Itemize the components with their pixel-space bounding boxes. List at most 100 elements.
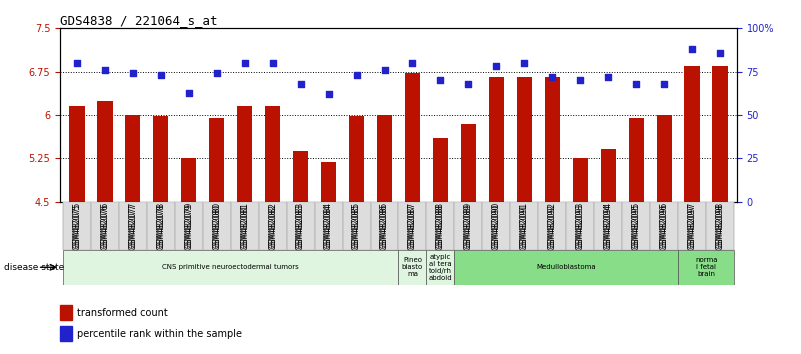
Text: GSM482080: GSM482080	[212, 202, 221, 248]
Text: GSM482083: GSM482083	[296, 204, 305, 250]
Point	[155, 72, 167, 78]
Point	[546, 74, 559, 80]
Text: percentile rank within the sample: percentile rank within the sample	[77, 329, 242, 339]
Bar	[265, 107, 280, 202]
Text: GSM482098: GSM482098	[715, 202, 725, 248]
Bar	[125, 115, 140, 202]
Text: CNS primitive neuroectodermal tumors: CNS primitive neuroectodermal tumors	[163, 264, 299, 270]
Text: GSM482094: GSM482094	[604, 202, 613, 248]
Bar	[147, 202, 175, 250]
Point	[238, 60, 251, 66]
Text: GSM482087: GSM482087	[408, 202, 417, 248]
Text: GSM482078: GSM482078	[156, 202, 165, 248]
Bar	[426, 202, 454, 250]
Text: GSM482090: GSM482090	[492, 202, 501, 248]
Bar	[482, 202, 510, 250]
Bar	[287, 202, 315, 250]
Text: GSM482082: GSM482082	[268, 204, 277, 250]
Text: GSM482076: GSM482076	[100, 202, 109, 248]
Bar	[315, 202, 343, 250]
Bar	[622, 202, 650, 250]
Bar	[60, 305, 72, 320]
Bar	[685, 66, 700, 202]
Point	[602, 74, 614, 80]
Text: GSM482095: GSM482095	[632, 202, 641, 248]
Text: GSM482080: GSM482080	[212, 204, 221, 250]
Text: GSM482084: GSM482084	[324, 202, 333, 248]
Bar	[60, 326, 72, 341]
Point	[714, 50, 727, 56]
Point	[127, 70, 139, 76]
Bar	[231, 202, 259, 250]
Text: GSM482091: GSM482091	[520, 204, 529, 250]
Point	[686, 46, 698, 52]
Text: GSM482088: GSM482088	[436, 204, 445, 250]
Text: GSM482085: GSM482085	[352, 204, 361, 250]
Bar	[259, 202, 287, 250]
Bar	[203, 202, 231, 250]
Point	[294, 81, 307, 87]
Bar	[566, 202, 594, 250]
Bar	[454, 250, 678, 285]
Text: GSM482097: GSM482097	[688, 204, 697, 250]
Text: GSM482081: GSM482081	[240, 204, 249, 250]
Bar	[594, 202, 622, 250]
Text: GSM482093: GSM482093	[576, 202, 585, 248]
Bar	[293, 151, 308, 202]
Text: GSM482092: GSM482092	[548, 202, 557, 248]
Bar	[461, 124, 476, 202]
Bar	[349, 116, 364, 202]
Bar	[376, 115, 392, 202]
Bar	[119, 202, 147, 250]
Text: GSM482075: GSM482075	[72, 202, 82, 248]
Point	[350, 72, 363, 78]
Point	[183, 90, 195, 95]
Text: GSM482079: GSM482079	[184, 204, 193, 250]
Bar	[371, 202, 398, 250]
Bar	[510, 202, 538, 250]
Text: GSM482088: GSM482088	[436, 202, 445, 248]
Bar	[175, 202, 203, 250]
Text: GSM482094: GSM482094	[604, 204, 613, 250]
Bar	[91, 202, 119, 250]
Text: GSM482096: GSM482096	[660, 204, 669, 250]
Bar	[517, 78, 532, 202]
Bar	[678, 250, 735, 285]
Text: GSM482096: GSM482096	[660, 202, 669, 248]
Text: GSM482089: GSM482089	[464, 204, 473, 250]
Bar	[712, 66, 728, 202]
Text: GSM482075: GSM482075	[72, 204, 82, 250]
Bar	[573, 159, 588, 202]
Bar	[237, 107, 252, 202]
Point	[434, 78, 447, 83]
Bar	[405, 73, 421, 202]
Text: GSM482078: GSM482078	[156, 204, 165, 250]
Text: GSM482083: GSM482083	[296, 202, 305, 248]
Text: GSM482098: GSM482098	[715, 204, 725, 250]
Text: Pineo
blasto
ma: Pineo blasto ma	[402, 257, 423, 277]
Text: GSM482082: GSM482082	[268, 202, 277, 248]
Bar	[657, 115, 672, 202]
Text: GSM482091: GSM482091	[520, 202, 529, 248]
Point	[490, 64, 503, 69]
Text: Medulloblastoma: Medulloblastoma	[537, 264, 596, 270]
Point	[406, 60, 419, 66]
Text: GSM482076: GSM482076	[100, 204, 109, 250]
Bar	[601, 149, 616, 202]
Text: GSM482086: GSM482086	[380, 202, 389, 248]
Point	[630, 81, 642, 87]
Text: norma
l fetal
brain: norma l fetal brain	[695, 257, 718, 277]
Text: disease state: disease state	[4, 263, 64, 272]
Point	[378, 67, 391, 73]
Text: GSM482095: GSM482095	[632, 204, 641, 250]
Point	[322, 91, 335, 97]
Text: transformed count: transformed count	[77, 308, 167, 318]
Bar	[62, 250, 398, 285]
Text: GSM482077: GSM482077	[128, 202, 137, 248]
Text: GSM482089: GSM482089	[464, 202, 473, 248]
Bar	[153, 116, 168, 202]
Bar	[454, 202, 482, 250]
Text: GSM482077: GSM482077	[128, 204, 137, 250]
Point	[518, 60, 531, 66]
Point	[574, 78, 586, 83]
